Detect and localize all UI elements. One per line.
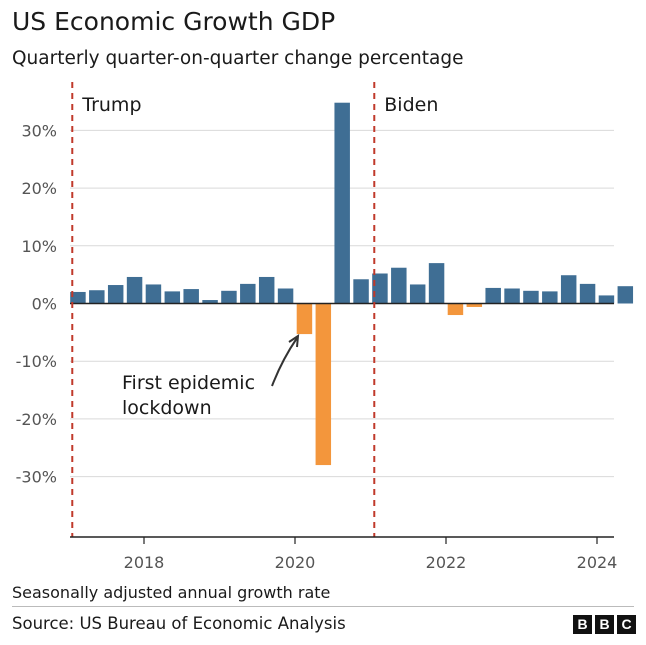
y-tick-label: 0% xyxy=(32,295,57,314)
x-axis: 2018 2020 2022 2024 xyxy=(70,536,618,572)
x-tick-label: 2020 xyxy=(275,553,316,572)
bar-positive xyxy=(391,267,407,304)
bar-positive xyxy=(70,291,86,304)
bar-positive xyxy=(560,275,577,304)
logo-letter: B xyxy=(573,615,592,634)
x-tick-label: 2024 xyxy=(577,553,618,572)
bar-negative xyxy=(315,303,332,466)
bar-chart: 30%20%10%0%-10%-20%-30% Trump Biden 2018 2… xyxy=(16,82,634,572)
bar-negative xyxy=(447,303,464,316)
footer-rule xyxy=(12,606,634,607)
bar-positive xyxy=(504,288,520,304)
bar-positive xyxy=(579,283,596,304)
bar-positive xyxy=(523,290,539,304)
y-axis-ticks: 30% 20% 10% 0% -10% -20% -30% xyxy=(16,121,57,486)
bar-positive xyxy=(221,290,237,304)
bar-positive xyxy=(277,288,294,304)
chart-subtitle: Quarterly quarter-on-quarter change perc… xyxy=(12,48,464,69)
chart-title: US Economic Growth GDP xyxy=(12,7,336,36)
bars xyxy=(70,102,634,466)
bbc-logo: B B C xyxy=(573,615,636,634)
y-tick-label: 10% xyxy=(21,237,57,256)
annotation-text-line-2: lockdown xyxy=(122,397,212,419)
bar-positive xyxy=(258,276,275,304)
logo-letter: B xyxy=(595,615,614,634)
bar-positive xyxy=(353,279,369,304)
annotation-arrow xyxy=(271,337,298,387)
logo-letter: C xyxy=(617,615,636,634)
bar-positive xyxy=(107,285,124,304)
y-tick-label: -30% xyxy=(16,468,57,487)
y-tick-label: -10% xyxy=(16,352,57,371)
y-tick-label: 20% xyxy=(21,179,57,198)
bar-positive xyxy=(617,286,634,304)
bar-positive xyxy=(334,102,350,304)
bar-positive xyxy=(126,276,143,304)
bar-positive xyxy=(485,287,501,304)
term-label: Trump xyxy=(81,94,141,116)
x-tick-label: 2022 xyxy=(426,553,467,572)
bar-positive xyxy=(409,284,426,304)
annotation-text-line-1: First epidemic xyxy=(122,372,255,394)
x-tick-label: 2018 xyxy=(124,553,165,572)
bar-positive xyxy=(145,284,162,304)
bar-negative xyxy=(296,303,313,335)
bar-positive xyxy=(542,291,558,304)
bar-positive xyxy=(164,291,181,304)
source-text: Source: US Bureau of Economic Analysis xyxy=(12,614,346,633)
lockdown-annotation: First epidemic lockdown xyxy=(122,334,300,419)
y-tick-label: -20% xyxy=(16,410,57,429)
bar-positive xyxy=(372,273,388,304)
y-tick-label: 30% xyxy=(21,121,57,140)
bar-negative xyxy=(466,303,483,307)
bar-positive xyxy=(183,289,199,304)
bar-positive xyxy=(240,283,256,304)
annotation-arrowhead xyxy=(288,334,300,348)
term-dividers: Trump Biden xyxy=(71,82,438,537)
bar-positive xyxy=(89,290,105,304)
bar-positive xyxy=(428,263,445,304)
bar-positive xyxy=(202,300,218,304)
term-label: Biden xyxy=(384,94,438,116)
footnote: Seasonally adjusted annual growth rate xyxy=(12,583,331,602)
bar-positive xyxy=(598,295,615,304)
